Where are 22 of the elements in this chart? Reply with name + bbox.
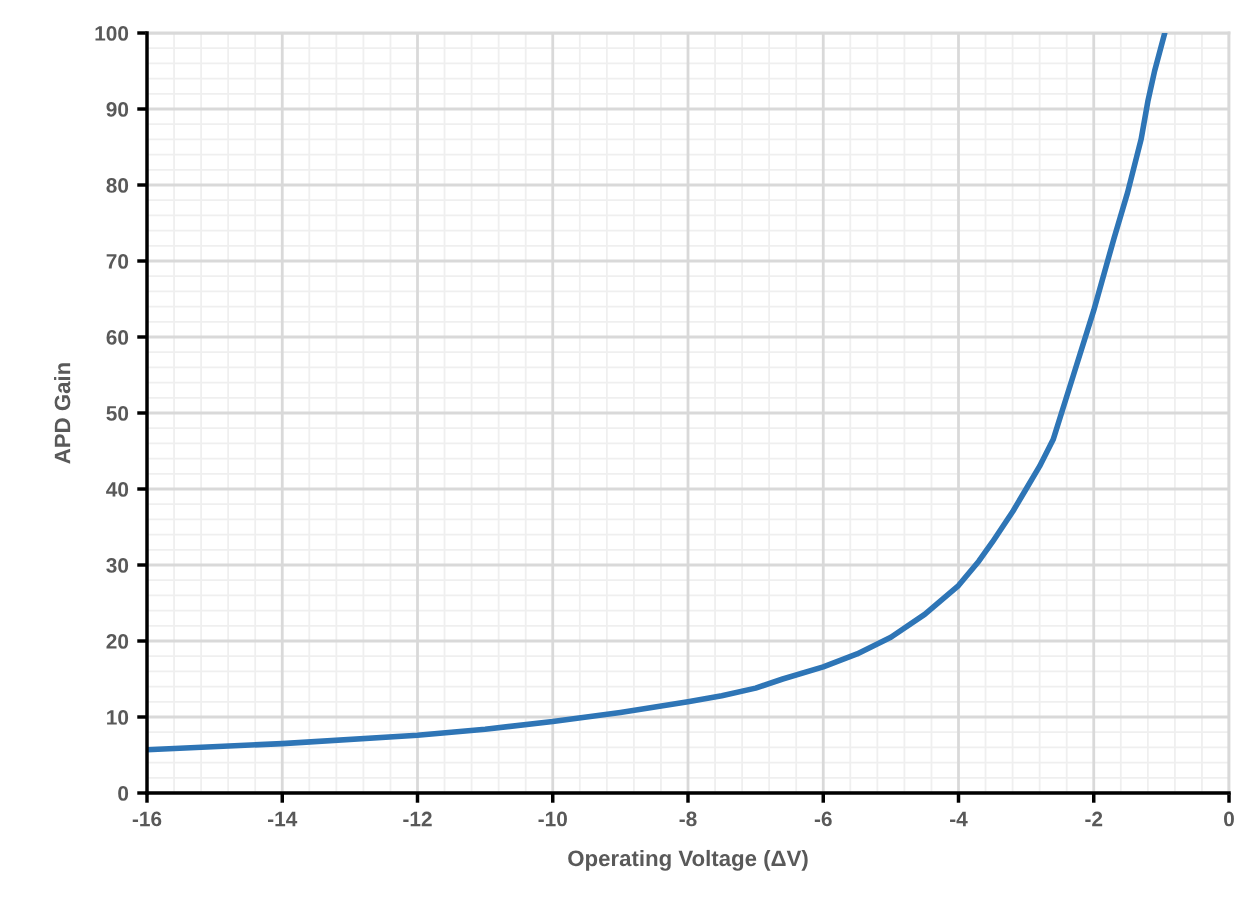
x-tick-label: -12 — [403, 811, 432, 827]
x-tick-label: 0 — [1224, 811, 1234, 827]
x-tick-label: -10 — [538, 811, 567, 827]
y-tick-label: 0 — [118, 786, 129, 801]
y-tick-label: 50 — [106, 406, 129, 421]
y-tick-label: 100 — [95, 26, 129, 41]
x-tick-label: -2 — [1085, 811, 1103, 827]
y-tick-label: 20 — [106, 634, 129, 649]
y-axis-title: APD Gain — [54, 363, 71, 464]
x-tick-label: -4 — [950, 811, 968, 827]
x-axis-title: Operating Voltage (ΔV) — [568, 849, 808, 871]
x-tick-label: -16 — [132, 811, 162, 827]
y-tick-label: 80 — [106, 178, 129, 193]
x-tick-label: -6 — [814, 811, 832, 827]
y-tick-label: 70 — [106, 254, 129, 269]
y-tick-label: 40 — [106, 482, 129, 497]
y-tick-label: 90 — [106, 102, 129, 117]
x-tick-label: -8 — [679, 811, 697, 827]
y-tick-label: 10 — [107, 710, 129, 725]
y-tick-label: 30 — [106, 558, 129, 573]
y-tick-label: 60 — [106, 330, 129, 345]
x-tick-label: -14 — [268, 811, 298, 827]
